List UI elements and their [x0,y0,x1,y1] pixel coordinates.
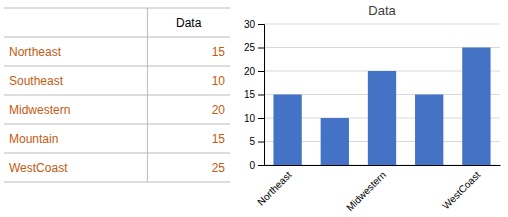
y-tick-label: 20 [244,66,256,77]
y-tick-mark [258,24,264,25]
table-rule [4,95,230,96]
table-category: Midwestern [9,103,70,117]
table-category: WestCoast [9,161,68,175]
chart-title: Data [368,3,396,18]
x-tick-label: Northeast [255,169,294,208]
y-tick-mark [258,118,264,119]
table-rule [4,153,230,154]
x-tick-label: WestCoast [440,169,482,211]
grid [264,24,500,165]
table-rule [4,182,230,183]
y-tick-label: 15 [244,89,256,100]
y-tick: 5 [249,136,264,147]
table: Data Northeast 15 Southeast 10 Midwestern 20 Mo… [4,8,230,182]
y-tick: 25 [244,42,264,53]
y-tick-label: 10 [244,113,256,124]
y-axis-line [258,25,265,166]
x-tick: Midwestern [344,169,388,213]
x-tick: WestCoast [440,169,482,211]
y-tick-mark [258,95,264,96]
y-tick: 0 [249,160,264,171]
bar [321,118,349,165]
y-tick: 20 [244,66,264,77]
table-value: 15 [212,45,226,59]
y-tick: 10 [244,113,264,124]
y-tick-label: 5 [249,136,255,147]
x-axis: Northeast Midwestern WestCoast [255,166,500,214]
table-value: 25 [212,161,226,175]
table-header: Data [176,16,202,30]
y-tick-label: 0 [249,160,255,171]
y-tick: 15 [244,89,264,100]
table-category: Southeast [9,74,64,88]
table-rule [4,66,230,67]
grid-line [264,24,500,25]
y-tick-label: 25 [244,42,256,53]
bar [462,48,490,166]
y-tick-mark [258,71,264,72]
table-rule [4,124,230,125]
bar-chart: Data 0 5 10 15 20 25 30 Northeast Midwestern WestC… [244,3,501,213]
x-axis-line [265,165,501,166]
bar [368,71,396,165]
x-tick-label: Midwestern [344,169,388,213]
bar [273,95,301,166]
y-tick-mark [258,165,264,166]
table-category: Northeast [9,45,62,59]
bar [415,95,443,166]
table-rule [4,8,230,9]
table-value: 20 [212,103,226,117]
y-tick: 30 [244,19,264,30]
chart-root: Data Northeast 15 Southeast 10 Midwestern 20 Mo… [0,0,508,217]
table-rule [4,37,230,38]
y-tick-mark [258,48,264,49]
y-tick-mark [258,142,264,143]
x-tick: Northeast [255,169,294,208]
bars [273,48,490,166]
table-category: Mountain [9,132,58,146]
table-divider [147,8,148,182]
y-axis: 0 5 10 15 20 25 30 [244,19,265,171]
table-value: 10 [212,74,226,88]
table-value: 15 [212,132,226,146]
y-tick-label: 30 [244,19,256,30]
